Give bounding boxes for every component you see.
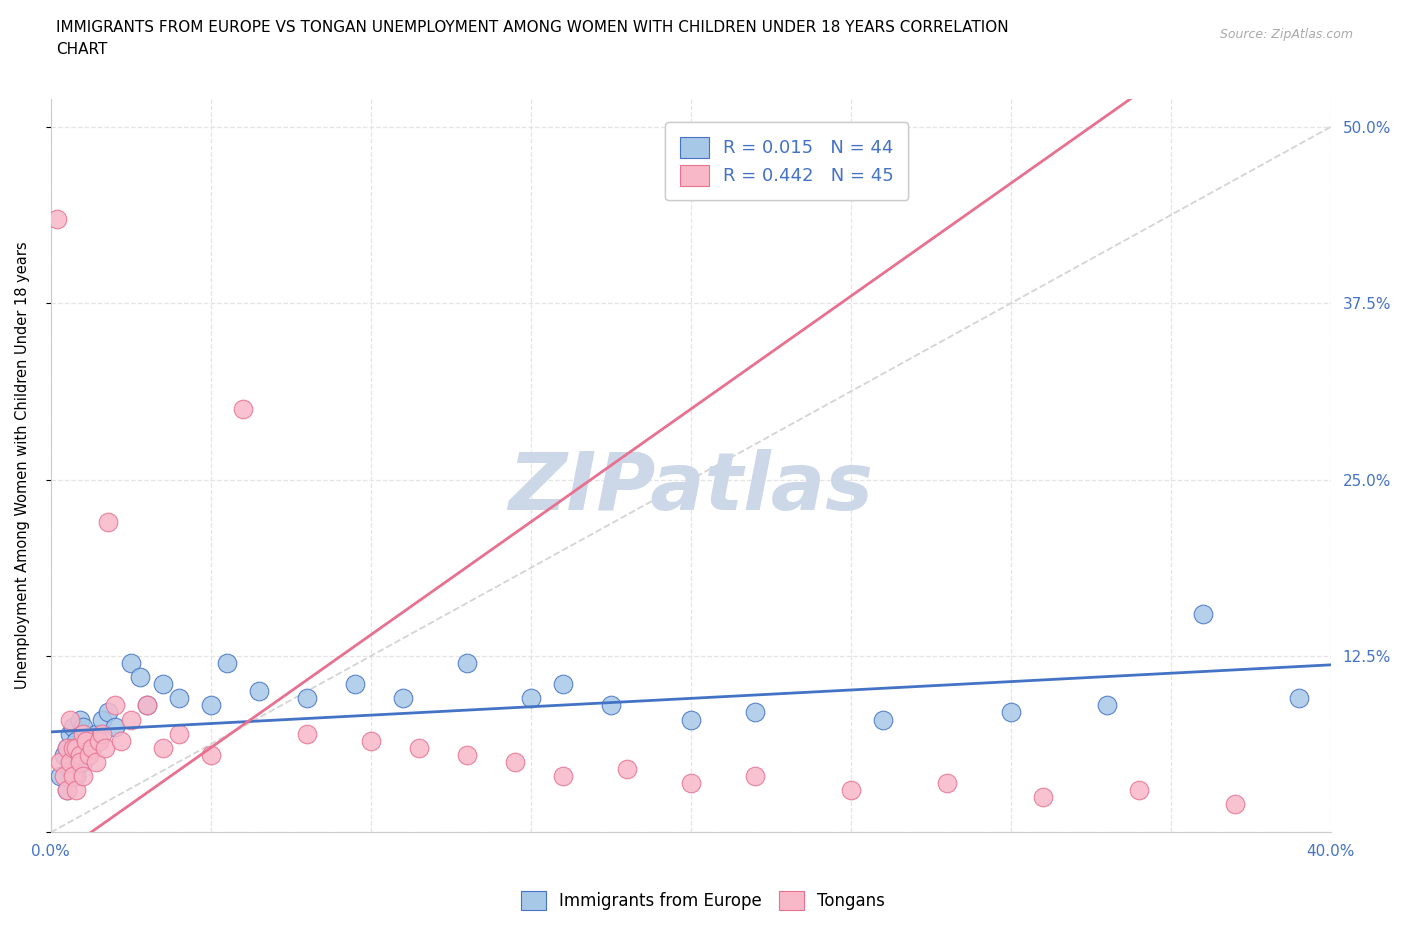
Point bbox=[75, 733, 97, 748]
Point bbox=[72, 726, 94, 741]
Point bbox=[65, 733, 87, 748]
Point bbox=[135, 698, 157, 713]
Text: ZIPatlas: ZIPatlas bbox=[508, 448, 873, 526]
Point bbox=[97, 514, 120, 529]
Point bbox=[52, 748, 75, 763]
Point bbox=[152, 677, 174, 692]
Point bbox=[599, 698, 621, 713]
Point bbox=[62, 740, 84, 755]
Point bbox=[69, 754, 91, 769]
Point bbox=[295, 726, 318, 741]
Point bbox=[56, 740, 79, 755]
Point bbox=[49, 768, 72, 783]
Point bbox=[360, 733, 382, 748]
Point bbox=[87, 733, 110, 748]
Point bbox=[120, 712, 142, 727]
Text: Source: ZipAtlas.com: Source: ZipAtlas.com bbox=[1219, 28, 1353, 41]
Text: CHART: CHART bbox=[56, 42, 108, 57]
Point bbox=[343, 677, 366, 692]
Point bbox=[551, 677, 574, 692]
Point bbox=[135, 698, 157, 713]
Point bbox=[52, 768, 75, 783]
Point bbox=[200, 748, 222, 763]
Point bbox=[679, 776, 702, 790]
Point bbox=[65, 768, 87, 783]
Point bbox=[91, 712, 114, 727]
Point bbox=[503, 754, 526, 769]
Point bbox=[69, 748, 91, 763]
Point bbox=[215, 656, 238, 671]
Point bbox=[97, 705, 120, 720]
Point bbox=[1095, 698, 1118, 713]
Point bbox=[77, 748, 100, 763]
Point bbox=[94, 740, 117, 755]
Point bbox=[1128, 783, 1150, 798]
Point bbox=[59, 712, 82, 727]
Point bbox=[456, 656, 478, 671]
Point bbox=[200, 698, 222, 713]
Point bbox=[62, 768, 84, 783]
Point bbox=[295, 691, 318, 706]
Point bbox=[46, 211, 69, 226]
Point bbox=[1191, 606, 1213, 621]
Point bbox=[744, 705, 766, 720]
Y-axis label: Unemployment Among Women with Children Under 18 years: Unemployment Among Women with Children U… bbox=[15, 242, 30, 689]
Point bbox=[62, 719, 84, 734]
Point bbox=[935, 776, 957, 790]
Point bbox=[72, 754, 94, 769]
Point bbox=[391, 691, 413, 706]
Point bbox=[56, 783, 79, 798]
Point bbox=[69, 712, 91, 727]
Point bbox=[84, 726, 107, 741]
Point bbox=[839, 783, 862, 798]
Point bbox=[65, 783, 87, 798]
Point bbox=[72, 768, 94, 783]
Point bbox=[1032, 790, 1054, 804]
Point bbox=[56, 783, 79, 798]
Point bbox=[520, 691, 543, 706]
Point bbox=[408, 740, 430, 755]
Point bbox=[872, 712, 894, 727]
Point bbox=[744, 768, 766, 783]
Point bbox=[59, 754, 82, 769]
Point bbox=[84, 754, 107, 769]
Point bbox=[69, 748, 91, 763]
Point bbox=[1223, 797, 1246, 812]
Point bbox=[247, 684, 270, 698]
Point bbox=[104, 719, 127, 734]
Point bbox=[82, 740, 104, 755]
Point bbox=[1000, 705, 1022, 720]
Point bbox=[120, 656, 142, 671]
Point bbox=[49, 754, 72, 769]
Point bbox=[65, 740, 87, 755]
Point bbox=[82, 740, 104, 755]
Point bbox=[456, 748, 478, 763]
Point bbox=[167, 726, 190, 741]
Point bbox=[59, 762, 82, 777]
Point bbox=[167, 691, 190, 706]
Point bbox=[152, 740, 174, 755]
Point bbox=[1288, 691, 1310, 706]
Point bbox=[87, 733, 110, 748]
Point bbox=[59, 726, 82, 741]
Point bbox=[91, 726, 114, 741]
Point bbox=[77, 748, 100, 763]
Legend: Immigrants from Europe, Tongans: Immigrants from Europe, Tongans bbox=[515, 884, 891, 917]
Point bbox=[62, 754, 84, 769]
Point bbox=[616, 762, 638, 777]
Point bbox=[56, 740, 79, 755]
Point bbox=[679, 712, 702, 727]
Point bbox=[551, 768, 574, 783]
Point bbox=[232, 402, 254, 417]
Point bbox=[75, 733, 97, 748]
Point bbox=[129, 670, 152, 684]
Point bbox=[104, 698, 127, 713]
Text: IMMIGRANTS FROM EUROPE VS TONGAN UNEMPLOYMENT AMONG WOMEN WITH CHILDREN UNDER 18: IMMIGRANTS FROM EUROPE VS TONGAN UNEMPLO… bbox=[56, 20, 1010, 35]
Legend: R = 0.015   N = 44, R = 0.442   N = 45: R = 0.015 N = 44, R = 0.442 N = 45 bbox=[665, 123, 908, 200]
Point bbox=[110, 733, 132, 748]
Point bbox=[72, 719, 94, 734]
